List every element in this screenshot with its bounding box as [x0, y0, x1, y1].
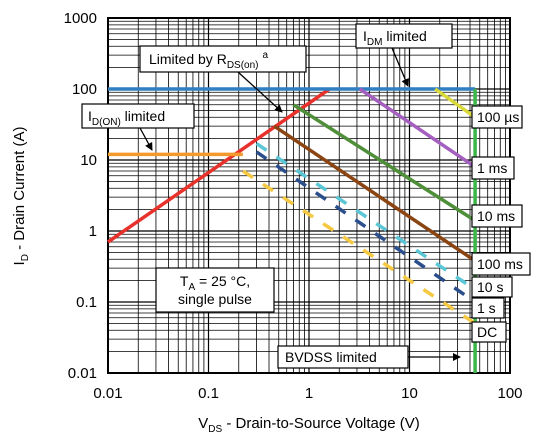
annotation-conditions: TA = 25 °C, single pulse: [155, 267, 275, 313]
x-tick-label: 100: [497, 385, 522, 402]
x-tick-label: 0.01: [93, 385, 122, 402]
curve-label-box: [471, 321, 507, 343]
annotation-conditions-main: T: [180, 273, 189, 289]
x-tick-label: 10: [401, 385, 418, 402]
series-line-limited-by-rds-on: [107, 87, 331, 244]
annotation-arrows: [139, 47, 461, 361]
annotation-idm-label: IDM limited: [363, 28, 427, 48]
annotation-conditions-sub: A: [188, 282, 195, 293]
series-line-dc: [241, 169, 477, 325]
series-line-10-ms: [292, 103, 477, 223]
grid: [108, 18, 510, 373]
annotation-idon: ID(ON) limited: [81, 103, 195, 129]
annotation-rds-sub: DS(on): [227, 60, 259, 71]
x-axis-title-rest: - Drain-to-Source Voltage (V): [222, 415, 420, 432]
annotation-idm-main: I: [363, 28, 367, 44]
y-axis-title: ID - Drain Current (A): [11, 127, 31, 266]
curve-label-100ms: 100 ms: [477, 256, 523, 272]
annotation-idon-label: ID(ON) limited: [88, 108, 165, 128]
curve-label-dc: DC: [477, 324, 497, 340]
curve-label-box: [471, 156, 515, 180]
annotation-idm-rest: limited: [382, 28, 426, 44]
annotation-idm-box: [355, 23, 453, 49]
series-line-100-s: [358, 87, 477, 169]
y-axis-title-sub: D: [20, 254, 31, 261]
curve-label-1s: 1 s: [477, 300, 496, 316]
curve-label-box: [471, 297, 505, 319]
x-tick-labels: 0.01 0.1 1 10 100: [93, 385, 522, 402]
y-tick-label: 0.01: [68, 365, 97, 382]
annotation-bvdss-label: BVDSS limited: [285, 349, 377, 365]
annotation-conditions-line2: single pulse: [178, 291, 252, 307]
y-tick-label: 10: [80, 152, 97, 169]
annotation-rds-label: Limited by RDS(on) a: [149, 50, 269, 71]
y-tick-labels: 1000 100 10 1 0.1 0.01: [64, 10, 97, 382]
curve-label-box: [471, 105, 523, 129]
y-axis-title-main: I: [11, 261, 28, 265]
curve-label-1ms: 1 ms: [477, 160, 507, 176]
y-tick-label: 1000: [64, 10, 97, 27]
y-axis-title-rest: - Drain Current (A): [11, 127, 28, 255]
curve-label-box: [471, 204, 523, 228]
y-tick-label: 1: [89, 223, 97, 240]
curve-label-10s: 10 s: [477, 279, 503, 295]
annotation-idm-sub: DM: [367, 37, 383, 48]
annotation-conditions-box: [155, 267, 275, 313]
curve-label-10ms: 10 ms: [477, 208, 515, 224]
series-line-100-ms: [273, 124, 477, 263]
arrow-rds: [237, 71, 283, 113]
annotation-rds-box: [139, 45, 307, 73]
annotation-rds: Limited by RDS(on) a: [139, 45, 307, 73]
plot-frame: [107, 17, 511, 374]
annotation-idon-rest: limited: [121, 108, 165, 124]
annotation-bvdss: BVDSS limited: [277, 345, 409, 369]
arrow-idon: [139, 127, 153, 151]
curve-label-box: [471, 252, 531, 276]
annotation-idm: IDM limited: [355, 23, 453, 49]
x-axis-title: VDS - Drain-to-Source Voltage (V): [198, 415, 420, 435]
annotation-conditions-line1: TA = 25 °C,: [180, 273, 250, 293]
x-axis-title-sub: DS: [208, 424, 222, 435]
curve-label-box: [471, 276, 513, 298]
annotation-rds-sup: a: [263, 50, 269, 61]
series-line-1-ms: [434, 87, 477, 119]
x-tick-label: 0.1: [198, 385, 219, 402]
curve-label-100us: 100 µs: [477, 109, 519, 125]
x-tick-label: 1: [305, 385, 313, 402]
arrow-idm: [391, 47, 409, 87]
annotation-idon-sub: D(ON): [92, 117, 121, 128]
curve-labels: 100 µs 1 ms 10 ms 100 ms 10 s 1 s DC: [471, 105, 531, 343]
x-axis-title-main: V: [198, 415, 208, 432]
series-line-1-s: [255, 150, 477, 304]
y-tick-label: 0.1: [76, 294, 97, 311]
series-line-10-s: [255, 142, 477, 291]
annotation-idon-box: [81, 103, 195, 129]
annotation-rds-main: Limited by R: [149, 51, 227, 67]
annotation-idon-main: I: [88, 108, 92, 124]
annotation-conditions-rest: = 25 °C,: [195, 273, 250, 289]
y-tick-label: 100: [72, 81, 97, 98]
